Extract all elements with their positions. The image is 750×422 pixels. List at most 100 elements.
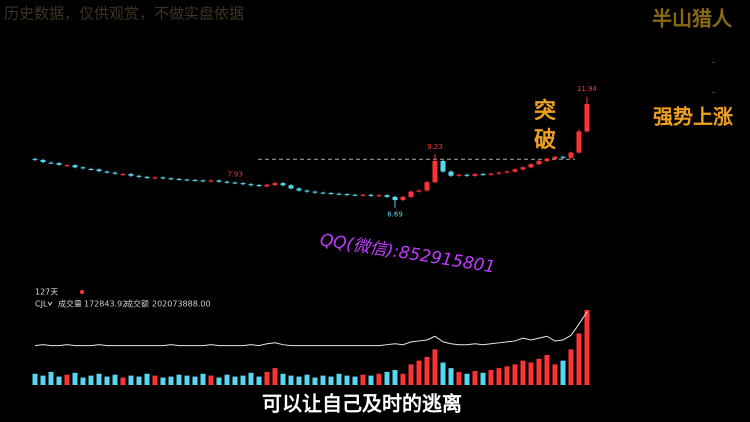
candle-body [528,164,534,168]
volume-bar [224,374,230,385]
volume-bar [384,371,390,385]
candle-body [448,171,454,176]
candle-body [352,194,358,196]
candle-body [184,179,190,181]
volume-bar [576,333,582,385]
volume-bar [464,373,470,385]
volume-bar [96,373,102,385]
price-label: 7.93 [227,170,243,178]
candle-body [456,174,462,176]
volume-value: 172843.92 [84,300,127,309]
volume-bar [136,376,142,385]
volume-bar [320,375,326,385]
candle-body [224,181,230,183]
candle-body [216,180,222,182]
candle-body [344,194,350,196]
volume-bar [240,375,246,385]
candle-body [504,171,510,173]
candle-body [576,131,582,153]
volume-bar [392,370,398,385]
amount-label: 成交额 [125,299,149,309]
volume-bar [328,376,334,385]
candle-body [168,178,174,180]
volume-line [34,311,588,347]
breakout-label: 突 [534,98,556,124]
volume-bar [480,372,486,385]
volume-bar [64,374,70,385]
plot-area: 11.94 6.69 7.93 9.23 [32,85,598,385]
amount-value: 202073888.00 [152,300,211,309]
volume-bar [160,377,166,385]
candle-body [80,167,86,169]
subtitle: 可以让自己及时的逃离 [262,392,462,416]
candle-body [152,177,158,179]
volume-bar [376,373,382,385]
candle-body [376,195,382,197]
candle-body [304,190,310,192]
volume-bar [304,374,310,385]
indicator: CJL [35,300,48,309]
dash: - [712,88,715,98]
candle-body [536,161,542,165]
candle-body [240,183,246,185]
volume-bar [200,373,206,385]
candle-body [560,156,566,158]
candle-body [176,178,182,180]
candle-body [144,176,150,178]
volume-bar [80,377,86,385]
volume-bar [184,375,190,385]
volume-bar [152,375,158,385]
volume-bar [104,376,110,385]
candle-body [328,193,334,195]
candle-body [384,195,390,197]
candle-body [520,167,526,170]
brand: 半山猎人 [652,7,733,31]
volume-bar [416,360,422,385]
volume-bar [336,373,342,385]
volume-bar [32,373,38,385]
volume-bar [176,374,182,385]
candle-body [416,190,422,192]
volume-bar [528,362,534,385]
volume-bar [344,375,350,385]
volume-bar [352,376,358,385]
volume-bar [312,377,318,385]
candle-body [264,184,270,187]
candle-body [200,180,206,182]
volume-bar [368,375,374,385]
volume-bar [560,360,566,385]
candle-body [400,196,406,201]
volume-bar [128,375,134,385]
volume-bar [208,375,214,385]
volume-bar [584,310,590,385]
volume-bar [536,358,542,385]
candle-body [424,182,430,191]
volume-label: 成交量 [58,299,82,309]
candle-body [392,196,398,201]
volume-bar [488,370,494,385]
volume-bar [456,371,462,385]
volume-bar [272,368,278,385]
candle-body [296,188,302,191]
candle-body [32,158,38,160]
volume-bar [568,349,574,385]
volume-bar [144,373,150,385]
candle-body [336,193,342,195]
candle-body [488,173,494,175]
volume-bar [40,375,46,385]
volume-bar [48,371,54,385]
volume-bar [496,368,502,385]
candle-body [248,184,254,186]
candle-body [544,158,550,161]
candle-body [440,161,446,172]
candle-body [552,156,558,159]
volume-bar [296,376,302,385]
volume-bar [248,372,254,385]
volume-bar [120,377,126,385]
volume-bar [232,376,238,385]
candle-body [136,175,142,177]
candle-body [40,159,46,163]
candle-body [192,180,198,181]
